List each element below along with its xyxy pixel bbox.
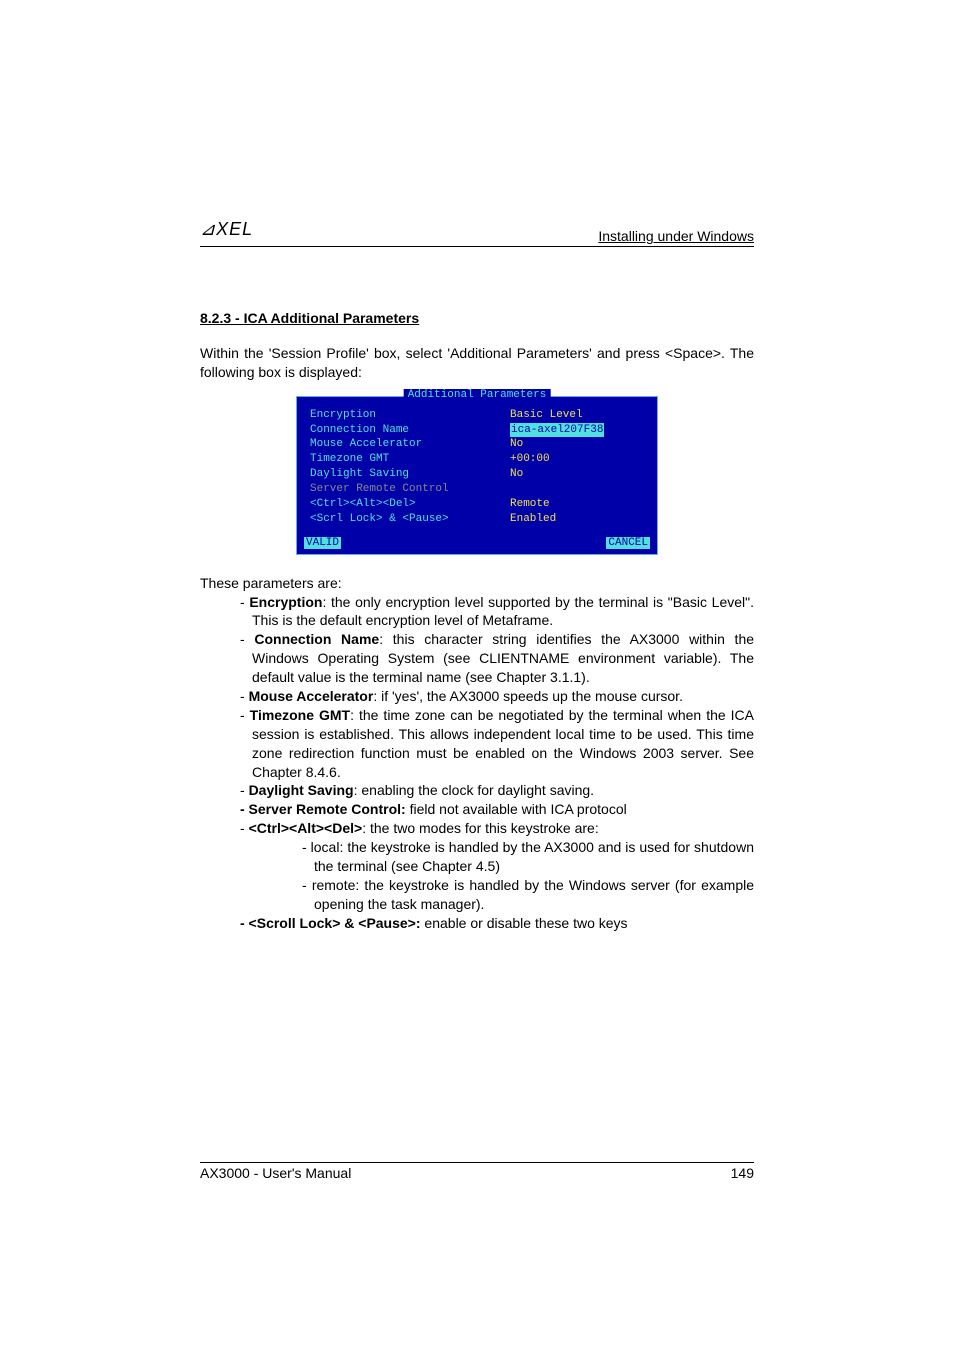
terminal-buttons: VALID CANCEL [302, 533, 652, 549]
term-value: No [510, 467, 523, 482]
param-mouse: - Mouse Accelerator: if 'yes', the AX300… [200, 687, 754, 706]
term-value-selected[interactable]: ica-axel207F38 [510, 423, 604, 438]
params-intro: These parameters are: [200, 575, 754, 591]
param-scrolllock: - <Scroll Lock> & <Pause>: enable or dis… [200, 914, 754, 933]
param-list: - Encryption: the only encryption level … [200, 593, 754, 933]
term-label-disabled: Server Remote Control [310, 482, 510, 497]
logo: ⊿XEL [200, 220, 266, 244]
term-label: Timezone GMT [310, 452, 510, 467]
page: ⊿XEL Installing under Windows 8.2.3 - IC… [0, 0, 954, 1351]
term-row-timezone: Timezone GMT +00:00 [302, 452, 652, 467]
term-row-server-remote: Server Remote Control [302, 482, 652, 497]
term-row-encryption: Encryption Basic Level [302, 408, 652, 423]
param-daylight: - Daylight Saving: enabling the clock fo… [200, 781, 754, 800]
term-label: <Scrl Lock> & <Pause> [310, 512, 510, 527]
param-sub-local: - local: the keystroke is handled by the… [200, 838, 754, 876]
param-ctrlaltdel: - <Ctrl><Alt><Del>: the two modes for th… [200, 819, 754, 838]
page-header: ⊿XEL Installing under Windows [200, 220, 754, 247]
footer-left: AX3000 - User's Manual [200, 1165, 351, 1181]
valid-button[interactable]: VALID [304, 537, 341, 549]
section-intro: Within the 'Session Profile' box, select… [200, 344, 754, 382]
term-row-connection: Connection Name ica-axel207F38 [302, 423, 652, 438]
header-section-title: Installing under Windows [598, 228, 754, 244]
terminal-title: Additional Parameters [404, 389, 551, 401]
svg-text:⊿XEL: ⊿XEL [200, 220, 253, 238]
param-encryption: - Encryption: the only encryption level … [200, 593, 754, 631]
term-value: Basic Level [510, 408, 583, 423]
term-row-daylight: Daylight Saving No [302, 467, 652, 482]
term-label: Mouse Accelerator [310, 437, 510, 452]
term-value: Enabled [510, 512, 556, 527]
param-sub-remote: - remote: the keystroke is handled by th… [200, 876, 754, 914]
param-connection: - Connection Name: this character string… [200, 630, 754, 687]
section-heading: 8.2.3 - ICA Additional Parameters [200, 310, 754, 326]
term-value: Remote [510, 497, 550, 512]
footer-page-number: 149 [731, 1165, 754, 1181]
term-row-scrllock: <Scrl Lock> & <Pause> Enabled [302, 512, 652, 527]
content: 8.2.3 - ICA Additional Parameters Within… [200, 310, 754, 933]
param-timezone: - Timezone GMT: the time zone can be neg… [200, 706, 754, 782]
term-label: Encryption [310, 408, 510, 423]
term-value: No [510, 437, 523, 452]
terminal-dialog: Additional Parameters Encryption Basic L… [296, 396, 658, 555]
term-row-ctrlaltdel: <Ctrl><Alt><Del> Remote [302, 497, 652, 512]
cancel-button[interactable]: CANCEL [606, 537, 650, 549]
param-server-remote: - Server Remote Control: field not avail… [200, 800, 754, 819]
term-label: <Ctrl><Alt><Del> [310, 497, 510, 512]
term-value: +00:00 [510, 452, 550, 467]
term-row-mouse: Mouse Accelerator No [302, 437, 652, 452]
page-footer: AX3000 - User's Manual 149 [200, 1162, 754, 1181]
term-label: Connection Name [310, 423, 510, 438]
term-label: Daylight Saving [310, 467, 510, 482]
